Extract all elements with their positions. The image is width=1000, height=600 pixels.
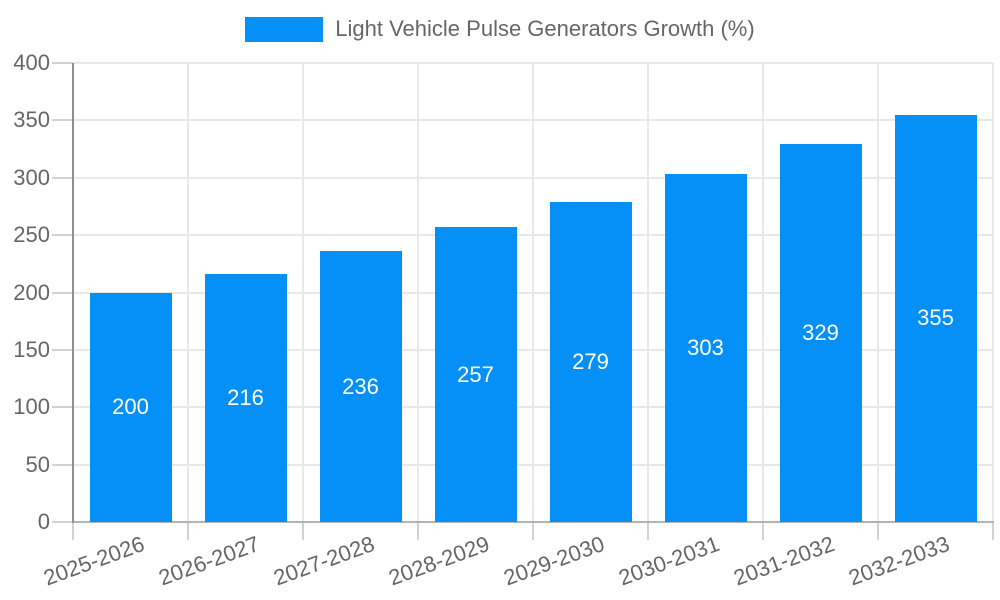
bar-value-label: 216 [227, 385, 264, 411]
bar[interactable] [549, 201, 632, 522]
x-tick-label: 2026-2027 [155, 531, 264, 591]
bar[interactable] [319, 251, 402, 522]
v-gridline [647, 63, 649, 522]
v-gridline [877, 63, 879, 522]
x-tick [302, 522, 304, 540]
bar[interactable] [894, 114, 977, 522]
y-tick-label: 400 [13, 50, 50, 75]
y-tick [52, 406, 73, 409]
x-tick [532, 522, 534, 540]
legend-swatch [245, 16, 324, 42]
y-tick [52, 463, 73, 466]
v-gridline [302, 63, 304, 522]
y-axis-line [72, 63, 74, 523]
y-tick-label: 250 [13, 222, 50, 248]
v-gridline [762, 63, 764, 522]
x-tick-label: 2031-2032 [730, 531, 839, 591]
bar[interactable] [779, 144, 862, 522]
v-gridline [532, 63, 534, 522]
y-tick-label: 150 [13, 336, 50, 362]
y-tick [52, 348, 73, 351]
x-tick [187, 522, 189, 540]
bar[interactable] [204, 274, 287, 522]
v-gridline [992, 63, 994, 522]
bar-value-label: 236 [342, 373, 379, 399]
bar-value-label: 279 [572, 348, 609, 374]
x-tick-label: 2025-2026 [40, 531, 149, 591]
bar[interactable] [89, 292, 172, 522]
y-tick [52, 291, 73, 294]
x-tick-label: 2028-2029 [385, 531, 494, 591]
bar-value-label: 329 [802, 320, 839, 346]
legend-item[interactable]: Light Vehicle Pulse Generators Growth (%… [0, 16, 1000, 42]
x-tick [417, 522, 419, 540]
bar-value-label: 303 [687, 335, 724, 361]
x-tick-label: 2027-2028 [270, 531, 379, 591]
bar-value-label: 355 [917, 305, 954, 331]
bar[interactable] [434, 227, 517, 522]
v-gridline [417, 63, 419, 522]
y-tick-label: 50 [25, 451, 50, 477]
x-tick [992, 522, 994, 540]
y-tick [52, 62, 73, 64]
v-gridline [187, 63, 189, 522]
x-tick [762, 522, 764, 540]
x-tick-label: 2029-2030 [500, 531, 609, 591]
bar-value-label: 200 [112, 394, 149, 420]
y-tick-label: 350 [13, 107, 50, 133]
bar-value-label: 257 [457, 361, 494, 387]
y-tick-label: 300 [13, 164, 50, 190]
y-tick [52, 176, 73, 179]
y-tick [52, 234, 73, 237]
y-tick-label: 100 [13, 394, 50, 420]
y-tick-label: 200 [13, 279, 50, 305]
x-tick [72, 522, 74, 540]
y-tick [52, 119, 73, 122]
x-tick-label: 2030-2031 [615, 531, 724, 591]
y-tick-label: 0 [37, 509, 50, 534]
legend-label: Light Vehicle Pulse Generators Growth (%… [335, 16, 755, 41]
x-tick [877, 522, 879, 540]
x-tick [647, 522, 649, 540]
bar[interactable] [664, 174, 747, 522]
x-axis-line [72, 521, 994, 523]
x-tick-label: 2032-2033 [845, 531, 954, 591]
y-tick [52, 521, 73, 523]
